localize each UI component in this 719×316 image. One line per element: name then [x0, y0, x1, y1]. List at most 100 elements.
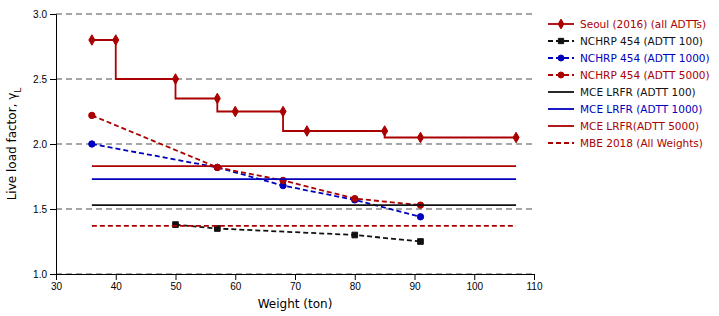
- legend-item: MCE LRFR (ADTT 100): [548, 86, 696, 98]
- legend-label: MBE 2018 (All Weights): [580, 137, 703, 149]
- marker: [304, 126, 310, 137]
- tick-label: 30: [51, 281, 63, 292]
- marker: [418, 239, 424, 245]
- tick: 90: [409, 274, 421, 292]
- legend-item: MCE LRFR (ADTT 1000): [548, 103, 702, 115]
- marker: [113, 35, 119, 46]
- legend-marker: [558, 55, 564, 61]
- legend-item: NCHRP 454 (ADTT 5000): [548, 69, 710, 81]
- tick: 70: [290, 274, 302, 292]
- marker: [280, 106, 286, 117]
- marker: [382, 126, 388, 137]
- marker: [214, 164, 220, 170]
- legend-marker: [558, 72, 564, 78]
- tick: 100: [466, 274, 483, 292]
- series-markers: [173, 222, 424, 245]
- series-markers: [89, 112, 424, 208]
- tick: 50: [170, 274, 182, 292]
- marker: [232, 106, 238, 117]
- marker: [89, 112, 95, 118]
- tick: 80: [350, 274, 362, 292]
- series-line: [92, 178, 516, 180]
- legend-label: NCHRP 454 (ADTT 1000): [580, 52, 710, 64]
- series-line: [92, 225, 516, 227]
- legend-swatch: [548, 125, 574, 127]
- tick: 30: [51, 274, 63, 292]
- legend-item: MBE 2018 (All Weights): [548, 137, 703, 149]
- legend-label: MCE LRFR (ADTT 1000): [580, 103, 702, 115]
- marker: [89, 141, 95, 147]
- marker: [417, 214, 423, 220]
- x-axis-title: Weight (ton): [258, 297, 333, 311]
- marker: [280, 177, 286, 183]
- tick: 1.5: [33, 204, 56, 215]
- tick: 2.5: [33, 74, 56, 85]
- tick: 2.0: [33, 139, 56, 150]
- tick-label: 1.5: [33, 204, 47, 215]
- tick-label: 70: [290, 281, 302, 292]
- tick-mark: [355, 274, 356, 280]
- tick-mark: [235, 274, 236, 280]
- y-axis-title: Live load factor, γL: [5, 88, 23, 201]
- series-line: [92, 165, 516, 167]
- marker: [89, 35, 95, 46]
- tick-label: 2.5: [33, 74, 47, 85]
- tick-mark: [50, 14, 56, 15]
- data-layer: [89, 35, 519, 245]
- legend-item: NCHRP 454 (ADTT 1000): [548, 52, 710, 64]
- tick-mark: [50, 274, 56, 275]
- tick: 60: [230, 274, 242, 292]
- legend-marker: [558, 38, 563, 43]
- tick-mark: [50, 79, 56, 80]
- tick-mark: [50, 209, 56, 210]
- axis-domain: [57, 275, 535, 281]
- tick: 40: [111, 274, 123, 292]
- tick-label: 80: [350, 281, 362, 292]
- tick: 1.0: [33, 269, 56, 280]
- legend-item: Seoul (2016) (all ADTTs): [548, 18, 706, 30]
- plot: 30 40 50 60 70 80 90 100 110 1.0 1.5 2.0 2.5 3.0: [33, 9, 543, 292]
- marker: [417, 132, 423, 143]
- legend-swatch: [548, 142, 574, 144]
- tick-mark: [474, 274, 475, 280]
- tick: 110: [527, 274, 543, 292]
- legend-marker: [558, 19, 564, 29]
- marker: [214, 93, 220, 104]
- chart: 30 40 50 60 70 80 90 100 110 1.0 1.5 2.0 2.5 3.0 Weigh…: [0, 0, 719, 316]
- grid-line: [56, 209, 534, 210]
- y-axis: 1.0 1.5 2.0 2.5 3.0: [33, 9, 56, 280]
- marker: [172, 74, 178, 85]
- legend-label: MCE LRFR (ADTT 100): [580, 86, 696, 98]
- legend-label: Seoul (2016) (all ADTTs): [580, 18, 706, 30]
- tick-label: 90: [409, 281, 421, 292]
- series-markers: [89, 35, 519, 143]
- series-markers: [89, 141, 424, 220]
- marker: [352, 232, 358, 238]
- tick-mark: [176, 274, 177, 280]
- legend-swatch: [548, 108, 574, 110]
- tick-mark: [116, 274, 117, 280]
- grid-line: [56, 144, 534, 145]
- legend-label: NCHRP 454 (ADTT 5000): [580, 69, 710, 81]
- marker: [352, 195, 358, 201]
- legend-label: NCHRP 454 (ADTT 100): [580, 35, 703, 47]
- tick-label: 110: [527, 281, 543, 292]
- legend-swatch: [548, 91, 574, 93]
- tick-label: 100: [466, 281, 483, 292]
- legend: Seoul (2016) (all ADTTs) NCHRP 454 (ADTT …: [548, 18, 710, 149]
- marker: [214, 164, 220, 170]
- tick-label: 40: [111, 281, 123, 292]
- series-line: [92, 115, 421, 205]
- marker: [513, 132, 519, 143]
- grid-y: [56, 14, 534, 274]
- tick-label: 60: [230, 281, 242, 292]
- x-axis: 30 40 50 60 70 80 90 100 110: [51, 274, 543, 292]
- tick-label: 2.0: [33, 139, 47, 150]
- tick-mark: [534, 274, 535, 280]
- legend-item: MCE LRFR(ADTT 5000): [548, 120, 699, 132]
- tick-label: 1.0: [33, 269, 47, 280]
- grid-line: [56, 14, 534, 15]
- tick: 3.0: [33, 9, 56, 20]
- tick-label: 50: [170, 281, 182, 292]
- tick-label: 3.0: [33, 9, 47, 20]
